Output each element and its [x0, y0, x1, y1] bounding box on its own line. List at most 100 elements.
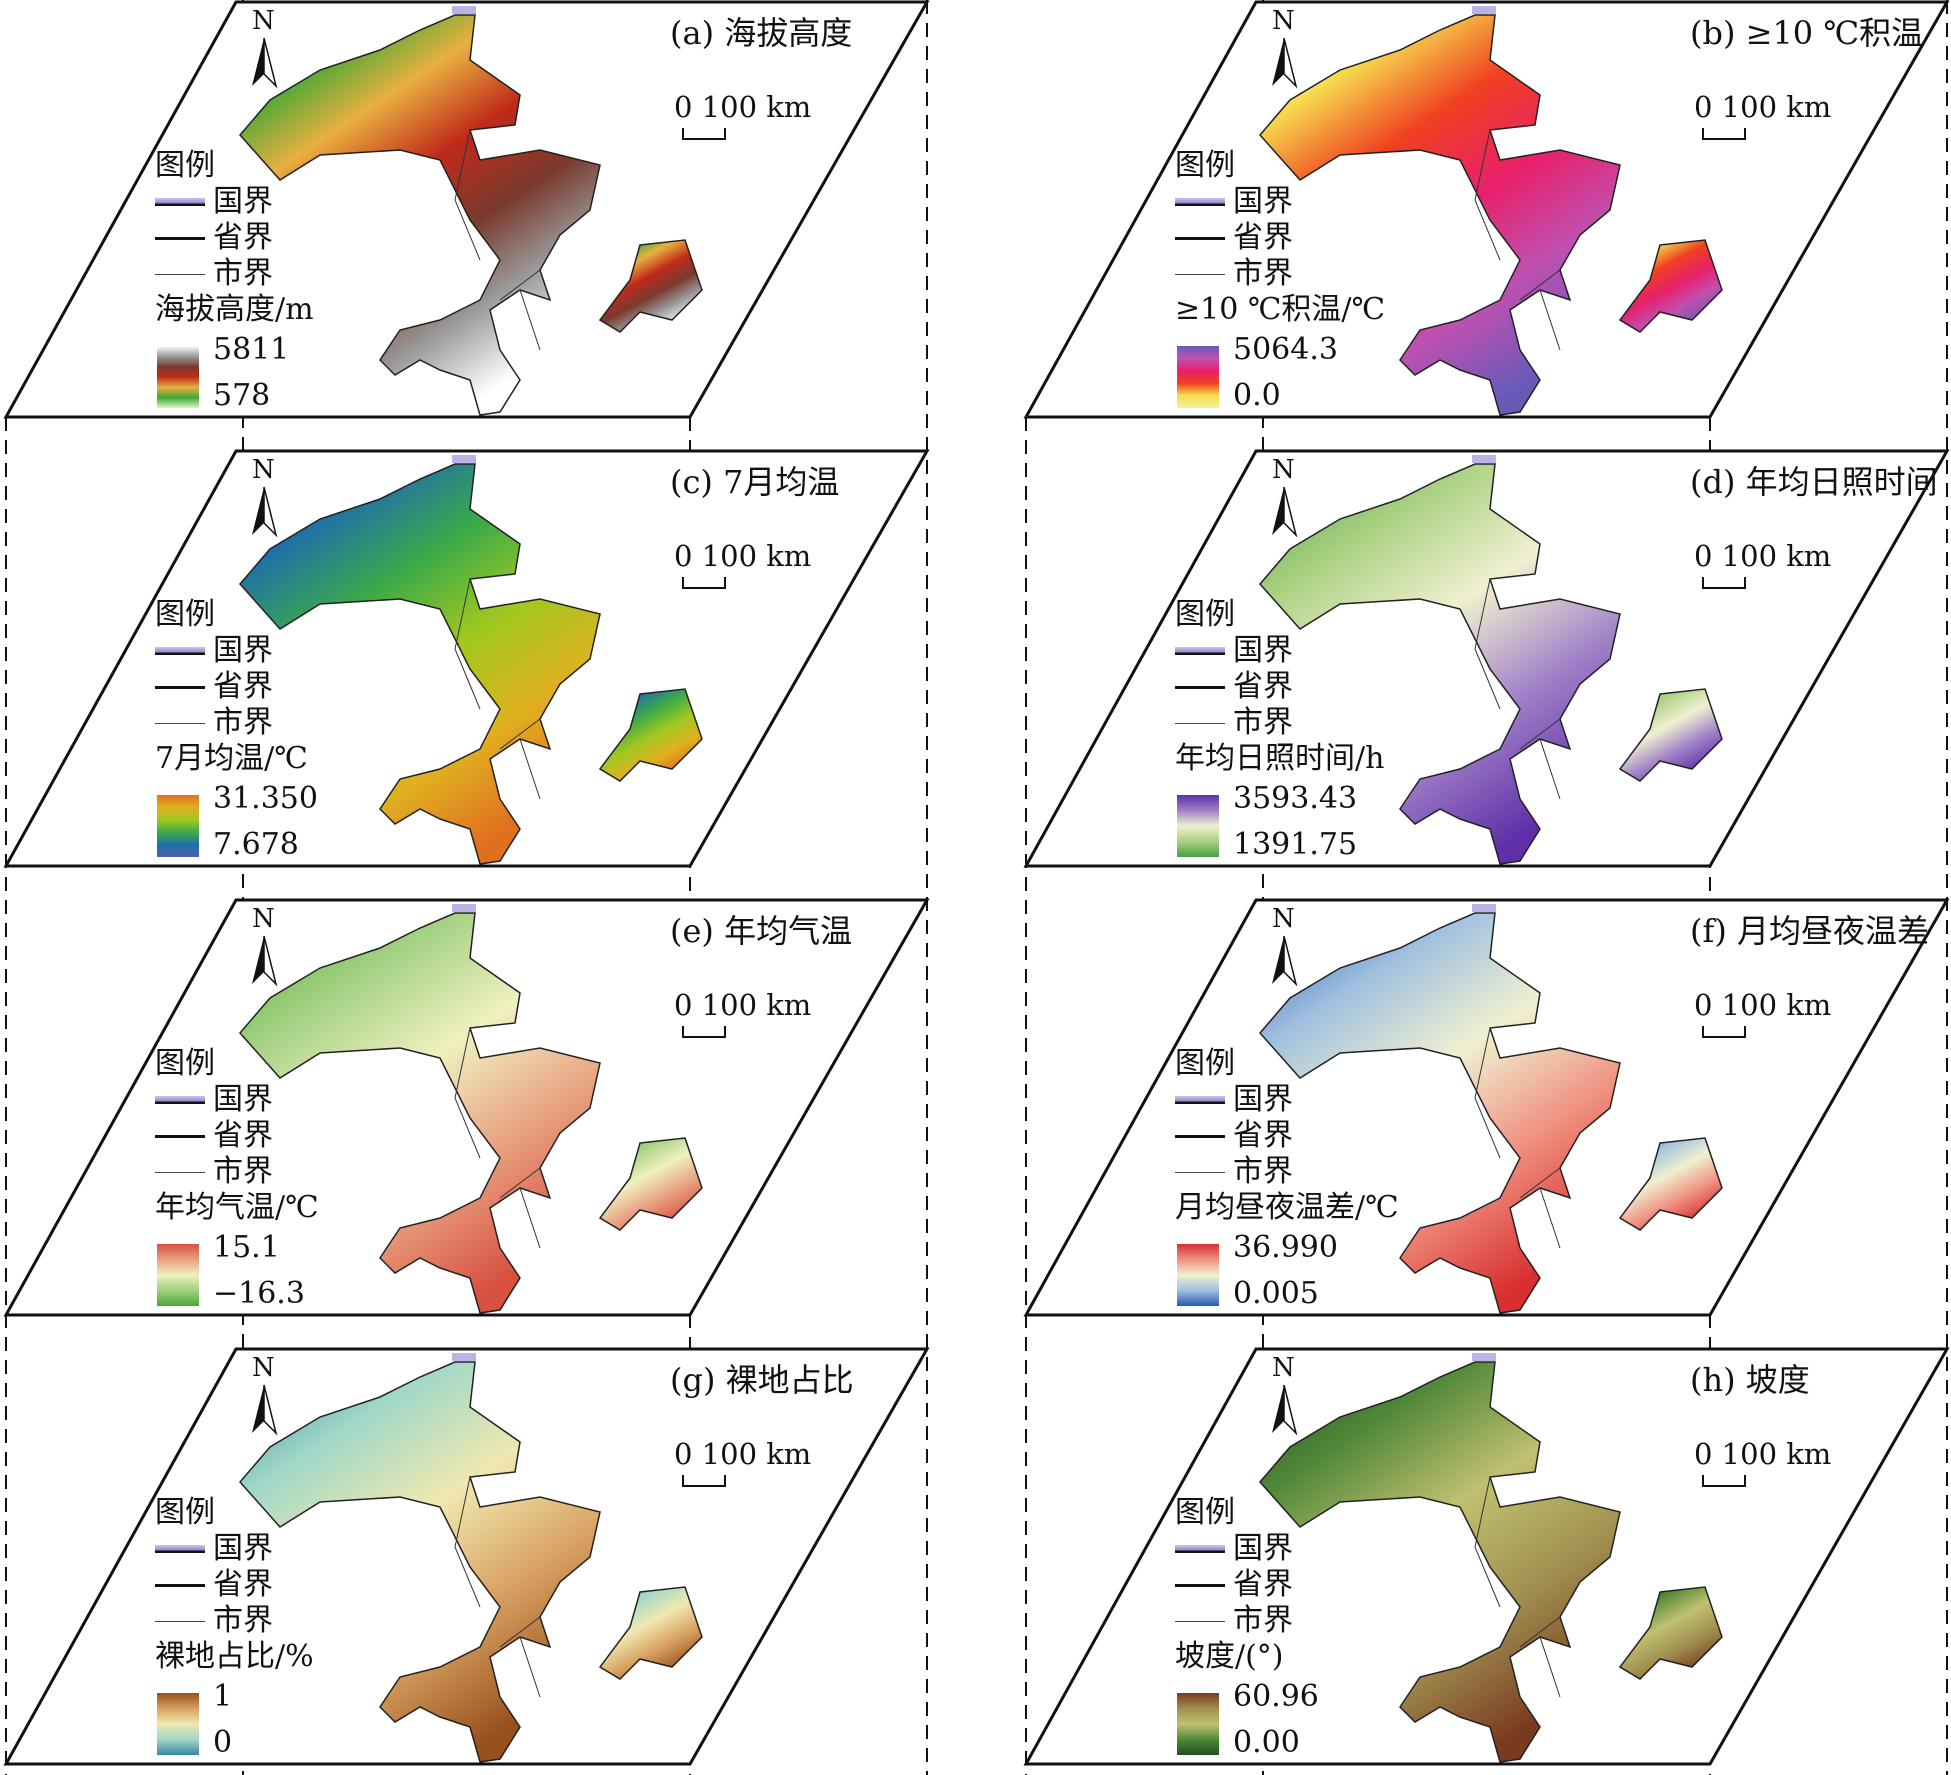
city-borders [454, 1027, 541, 1249]
north-label: N [252, 6, 275, 36]
city-borders [1474, 1476, 1561, 1698]
north-arrow-icon [1272, 1384, 1298, 1436]
legend-provincial-border: 省界 [1233, 220, 1293, 255]
map-canvas [1023, 1347, 1950, 1766]
scale-bar: 0 100 km [1694, 539, 1832, 589]
legend: 图例 国界 省界 市界 年均日照时间/h 3593.43 1391.75 [1175, 597, 1384, 867]
north-arrow-icon [252, 486, 278, 538]
color-ramp [1177, 1693, 1219, 1755]
national-border-segment [452, 6, 476, 14]
legend-heading: 图例 [155, 597, 215, 632]
map-panel-b: N (b) ≥10 ℃积温 0 100 km 图例 国界 省界 市界 ≥10 ℃… [1020, 0, 1951, 445]
north-label: N [1272, 6, 1295, 36]
panel-title: (a) 海拔高度 [670, 14, 853, 52]
city-border-swatch [155, 273, 205, 275]
ramp-min-label: 0.0 [1233, 378, 1281, 413]
legend-heading: 图例 [155, 1046, 215, 1081]
scale-label: 0 100 km [674, 90, 812, 124]
north-arrow: N [1264, 904, 1304, 989]
study-region [239, 912, 601, 1314]
legend-variable-title: 海拔高度/m [155, 292, 314, 327]
scale-bar: 0 100 km [1694, 988, 1832, 1038]
legend-national-border: 国界 [1233, 1082, 1293, 1117]
map-canvas [3, 0, 930, 419]
legend-provincial-border: 省界 [213, 220, 273, 255]
study-region [239, 463, 601, 865]
ramp-min-label: −16.3 [213, 1276, 305, 1311]
national-border-segment [452, 455, 476, 463]
scale-label: 0 100 km [674, 988, 812, 1022]
panel-title: (e) 年均气温 [670, 912, 853, 950]
panel-title: (h) 坡度 [1690, 1361, 1810, 1399]
city-borders [454, 578, 541, 800]
ramp-max-label: 1 [213, 1679, 233, 1714]
city-borders [1474, 1027, 1561, 1249]
ramp-max-label: 3593.43 [1233, 781, 1358, 816]
north-label: N [252, 455, 275, 485]
legend-city-border: 市界 [1233, 1154, 1293, 1189]
legend-provincial-border: 省界 [1233, 1567, 1293, 1602]
provincial-border-swatch [155, 685, 205, 689]
scale-label: 0 100 km [1694, 539, 1832, 573]
color-ramp [157, 346, 199, 408]
legend: 图例 国界 省界 市界 海拔高度/m 5811 578 [155, 148, 314, 418]
panel-title: (b) ≥10 ℃积温 [1690, 14, 1924, 52]
legend-national-border: 国界 [1233, 1531, 1293, 1566]
north-arrow-icon [1272, 935, 1298, 987]
city-border-swatch [155, 722, 205, 724]
study-region [1259, 14, 1621, 416]
scale-bar: 0 100 km [674, 1437, 812, 1487]
scale-label: 0 100 km [674, 1437, 812, 1471]
north-arrow-icon [252, 37, 278, 89]
legend-heading: 图例 [155, 1495, 215, 1530]
study-region-east-lobe [598, 239, 703, 333]
city-borders [454, 129, 541, 351]
north-arrow-icon [1272, 486, 1298, 538]
study-region-east-lobe [598, 1137, 703, 1231]
national-border-swatch [155, 198, 205, 206]
city-borders [1474, 129, 1561, 351]
legend-provincial-border: 省界 [213, 1118, 273, 1153]
legend: 图例 国界 省界 市界 裸地占比/% 1 0 [155, 1495, 314, 1765]
national-border-swatch [155, 647, 205, 655]
legend-heading: 图例 [1175, 148, 1235, 183]
national-border-segment [1472, 6, 1496, 14]
legend-variable-title: 裸地占比/% [155, 1639, 314, 1674]
map-panel-a: N (a) 海拔高度 0 100 km 图例 国界 省界 市界 海拔高度/m 5… [0, 0, 975, 445]
legend-city-border: 市界 [1233, 1603, 1293, 1638]
legend-variable-title: 月均昼夜温差/℃ [1175, 1190, 1399, 1225]
map-panel-d: N (d) 年均日照时间 0 100 km 图例 国界 省界 市界 年均日照时间… [1020, 449, 1951, 894]
provincial-border-swatch [155, 1583, 205, 1587]
map-panel-c: N (c) 7月均温 0 100 km 图例 国界 省界 市界 7月均温/℃ 3… [0, 449, 975, 894]
scale-label: 0 100 km [1694, 988, 1832, 1022]
provincial-border-swatch [1175, 236, 1225, 240]
map-canvas [3, 1347, 930, 1766]
national-border-swatch [155, 1545, 205, 1553]
city-border-swatch [1175, 1620, 1225, 1622]
map-panel-g: N (g) 裸地占比 0 100 km 图例 国界 省界 市界 裸地占比/% 1… [0, 1347, 975, 1775]
north-arrow: N [1264, 6, 1304, 91]
study-region [1259, 912, 1621, 1314]
ramp-min-label: 0.005 [1233, 1276, 1319, 1311]
scale-bar-mark [682, 577, 726, 589]
study-region [239, 1361, 601, 1763]
scale-bar-mark [682, 1475, 726, 1487]
scale-bar: 0 100 km [674, 90, 812, 140]
legend: 图例 国界 省界 市界 月均昼夜温差/℃ 36.990 0.005 [1175, 1046, 1399, 1316]
study-region [239, 14, 601, 416]
legend-variable-title: 年均日照时间/h [1175, 741, 1385, 776]
study-region-east-lobe [598, 1586, 703, 1680]
city-border-swatch [1175, 722, 1225, 724]
ramp-min-label: 0 [213, 1725, 233, 1760]
legend-provincial-border: 省界 [1233, 669, 1293, 704]
legend: 图例 国界 省界 市界 7月均温/℃ 31.350 7.678 [155, 597, 318, 867]
map-panel-f: N (f) 月均昼夜温差 0 100 km 图例 国界 省界 市界 月均昼夜温差… [1020, 898, 1951, 1343]
legend-national-border: 国界 [213, 184, 273, 219]
national-border-segment [1472, 904, 1496, 912]
scale-label: 0 100 km [1694, 90, 1832, 124]
national-border-segment [1472, 1353, 1496, 1361]
study-region-east-lobe [1618, 239, 1723, 333]
color-ramp [157, 1693, 199, 1755]
legend-national-border: 国界 [1233, 633, 1293, 668]
